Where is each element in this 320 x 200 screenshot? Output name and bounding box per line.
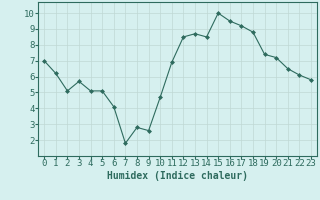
X-axis label: Humidex (Indice chaleur): Humidex (Indice chaleur) xyxy=(107,171,248,181)
